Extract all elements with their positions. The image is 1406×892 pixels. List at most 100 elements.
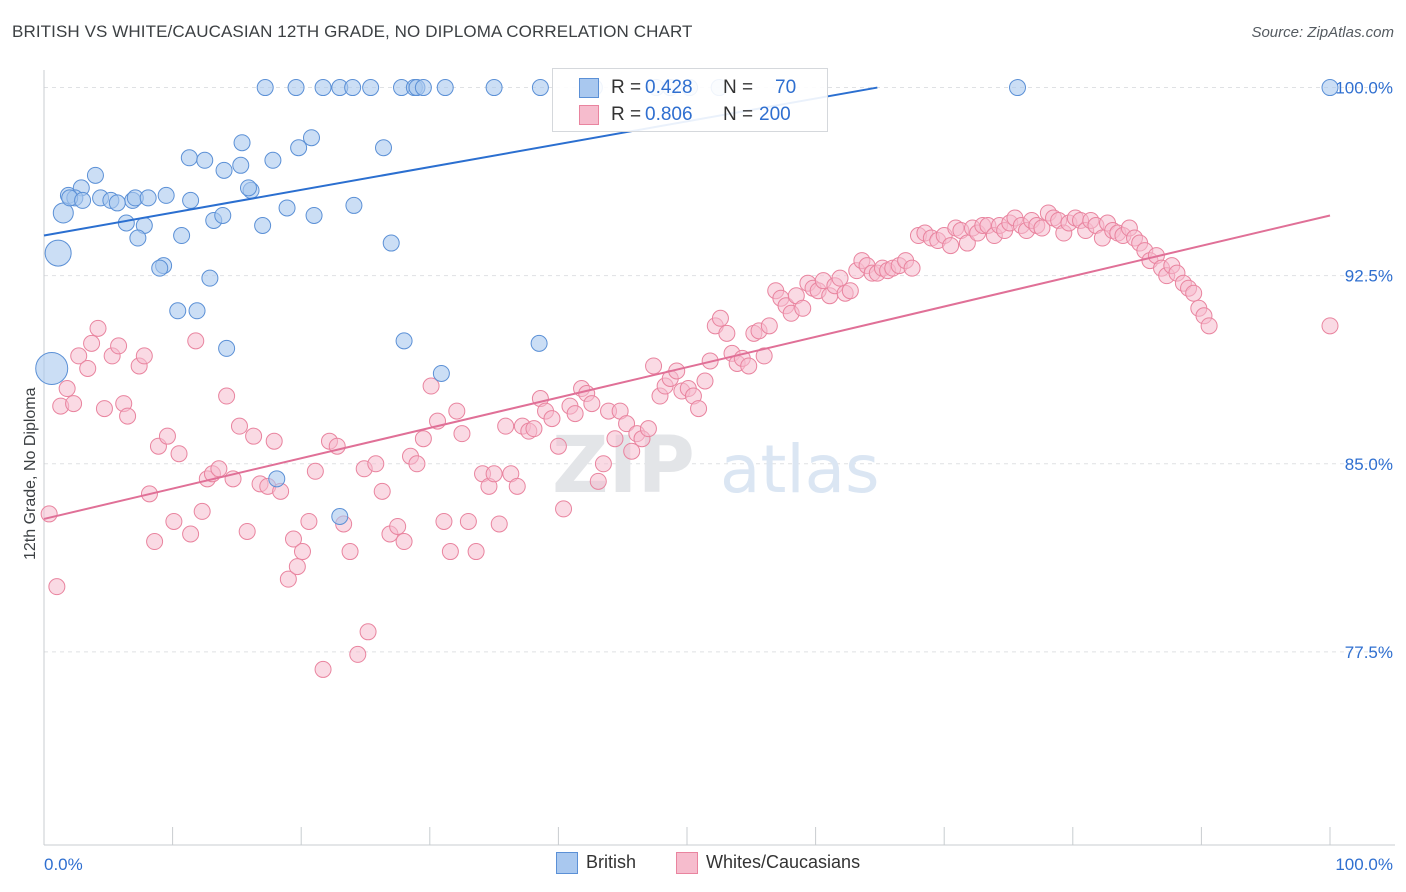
n-value: 200: [759, 104, 791, 125]
british-point: [382, 234, 400, 252]
british-point: [239, 179, 257, 197]
british-point: [173, 227, 191, 245]
british-point: [157, 186, 175, 204]
british-point: [218, 339, 236, 357]
british-swatch: [579, 78, 599, 98]
british-point: [196, 151, 214, 169]
whites-point: [414, 430, 432, 448]
whites-trend-line: [43, 214, 1331, 520]
whites-point: [146, 533, 164, 551]
british-point: [188, 302, 206, 320]
whites-point: [589, 472, 607, 490]
stats-row-whites: R = 0.806 N = 200: [553, 100, 827, 128]
r-label: R =: [611, 104, 642, 125]
whites-point: [453, 425, 471, 443]
whites-points: [40, 204, 1339, 678]
whites-point: [1200, 317, 1218, 335]
whites-point: [467, 543, 485, 561]
whites-point: [359, 623, 377, 641]
british-point: [215, 161, 233, 179]
whites-point: [367, 455, 385, 473]
whites-point: [639, 420, 657, 438]
whites-point: [58, 380, 76, 398]
whites-point: [314, 660, 332, 678]
whites-point: [718, 324, 736, 342]
whites-point: [119, 407, 137, 425]
whites-point: [245, 427, 263, 445]
n-value: 70: [775, 77, 797, 98]
british-point: [139, 189, 157, 207]
british-point: [268, 470, 286, 488]
whites-point: [422, 377, 440, 395]
r-value: 0.428: [645, 77, 693, 98]
whites-point: [497, 417, 515, 435]
whites-point: [566, 405, 584, 423]
whites-point: [543, 410, 561, 428]
whites-point: [265, 432, 283, 450]
whites-point: [65, 395, 83, 413]
british-point: [256, 79, 274, 97]
british-point: [232, 156, 250, 174]
whites-point: [794, 299, 812, 317]
whites-point: [48, 578, 66, 596]
british-point: [345, 196, 363, 214]
whites-point: [942, 237, 960, 255]
y-tick-label: 100.0%: [1335, 79, 1393, 98]
british-point: [74, 191, 92, 209]
british-point: [414, 79, 432, 97]
whites-point: [79, 359, 97, 377]
british-point: [395, 332, 413, 350]
legend-item-whites: Whites/Caucasians: [676, 852, 860, 875]
british-point: [305, 206, 323, 224]
british-point: [436, 79, 454, 97]
whites-point: [1033, 219, 1051, 237]
whites-point: [89, 319, 107, 337]
whites-point: [583, 395, 601, 413]
r-label: R =: [611, 77, 642, 98]
whites-point: [645, 357, 663, 375]
whites-point: [485, 465, 503, 483]
british-point: [35, 351, 69, 385]
tick-labels: 77.5% 85.0% 92.5% 100.0% 0.0% 100.0%: [44, 79, 1393, 874]
whites-point: [158, 427, 176, 445]
british-point: [108, 194, 126, 212]
n-label: N =: [723, 104, 754, 125]
stats-legend: R = 0.428 N = 70 R = 0.806 N = 200: [552, 68, 828, 132]
legend-item-british: British: [556, 852, 637, 875]
watermark-zip: ZIP: [552, 421, 695, 511]
british-point: [432, 364, 450, 382]
british-point: [169, 302, 187, 320]
whites-point: [623, 442, 641, 460]
whites-point: [490, 515, 508, 533]
whites-point: [441, 543, 459, 561]
british-point: [44, 239, 72, 267]
british-point: [530, 334, 548, 352]
british-point: [375, 139, 393, 157]
whites-point: [549, 437, 567, 455]
whites-point: [95, 400, 113, 418]
whites-point: [525, 420, 543, 438]
british-point: [302, 129, 320, 147]
british-point: [1321, 79, 1339, 97]
british-legend-label: British: [586, 852, 637, 872]
whites-point: [555, 500, 573, 518]
whites-point: [958, 234, 976, 252]
whites-point: [170, 445, 188, 463]
british-point: [485, 79, 503, 97]
whites-point: [389, 517, 407, 535]
whites-point: [300, 512, 318, 530]
british-point: [86, 166, 104, 184]
whites-point: [408, 455, 426, 473]
whites-point: [341, 543, 359, 561]
whites-point: [135, 347, 153, 365]
whites-point: [83, 334, 101, 352]
british-point: [180, 149, 198, 167]
british-point: [287, 79, 305, 97]
whites-point: [70, 347, 88, 365]
british-point: [201, 269, 219, 287]
whites-point: [110, 337, 128, 355]
whites-point: [755, 347, 773, 365]
x-tick-label: 0.0%: [44, 855, 83, 874]
watermark-atlas: atlas: [720, 431, 880, 508]
whites-point: [210, 460, 228, 478]
